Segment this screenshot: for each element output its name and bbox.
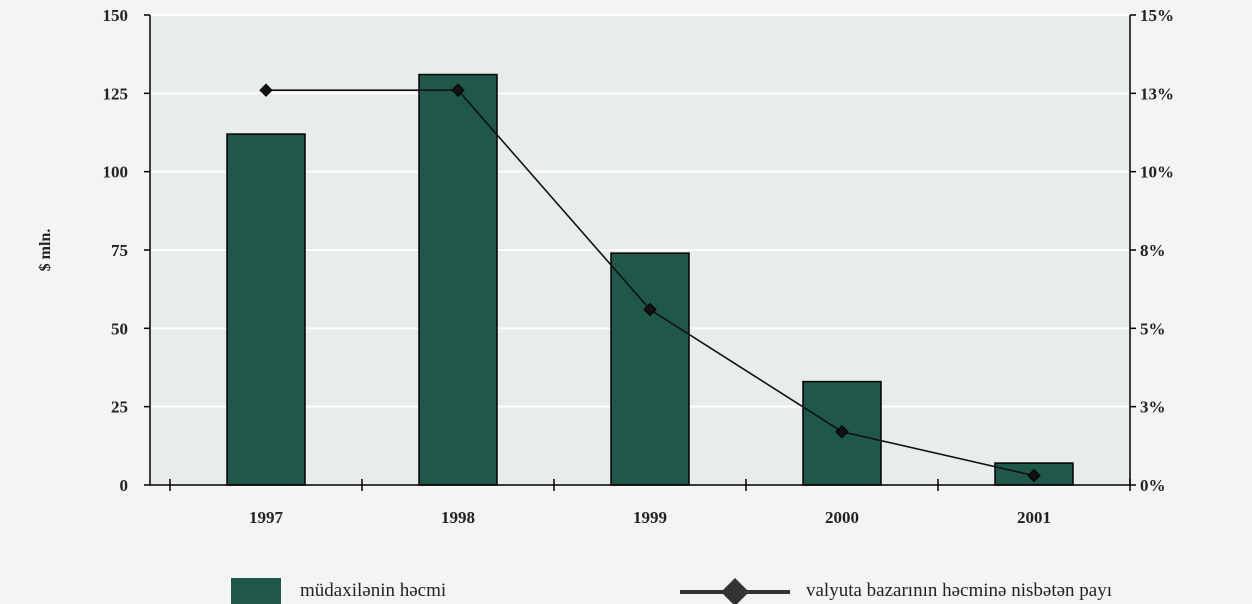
y2-tick-label: 8% — [1140, 241, 1166, 260]
y-tick-label: 25 — [111, 398, 128, 417]
x-tick-label-1997: 1997 — [249, 508, 284, 527]
y-tick-label: 125 — [103, 84, 129, 103]
line-series — [259, 83, 1041, 483]
line-point-2001 — [1027, 468, 1041, 483]
bar-1997 — [226, 133, 306, 486]
x-tick-label-1998: 1998 — [441, 508, 475, 527]
y-tick-label: 100 — [103, 163, 129, 182]
legend-bar-label: müdaxilənin həcmi — [300, 580, 446, 601]
y-tick-label: 50 — [111, 319, 128, 338]
x-tick-label-2001: 2001 — [1017, 508, 1051, 527]
y2-tick-label: 3% — [1140, 398, 1166, 417]
x-axis-ticks: 1997 1998 1999 2000 2001 — [169, 479, 1131, 527]
legend-line-marker — [721, 578, 749, 604]
bar-1998 — [418, 73, 498, 486]
legend-line-label: valyuta bazarının həcminə nisbətən payı — [806, 580, 1112, 601]
y2-tick-label: 13% — [1140, 84, 1174, 103]
legend-bar-swatch — [231, 578, 281, 604]
bar-1999 — [610, 252, 690, 486]
line-point-1997 — [259, 83, 273, 97]
x-tick-label-2000: 2000 — [825, 508, 859, 527]
y2-tick-label: 5% — [1140, 319, 1166, 338]
bar-series — [226, 73, 1074, 486]
legend: müdaxilənin həcmi valyuta bazarının həcm… — [231, 578, 1112, 604]
y2-tick-label: 15% — [1140, 6, 1174, 25]
y2-tick-label: 10% — [1140, 163, 1174, 182]
y-tick-label: 75 — [111, 241, 128, 260]
y-tick-label: 150 — [103, 6, 129, 25]
y2-axis-ticks: 0% 3% 5% 8% 10% 13% 15% — [1130, 6, 1174, 495]
y-tick-label: 0 — [120, 476, 129, 495]
y2-tick-label: 0% — [1140, 476, 1166, 495]
y-axis-label: $ mln. — [37, 229, 54, 272]
y-axis-ticks: 0 25 50 75 100 125 150 — [103, 6, 150, 495]
line-point-1999 — [643, 302, 657, 317]
x-tick-label-1999: 1999 — [633, 508, 667, 527]
line-point-1998 — [451, 83, 465, 97]
line-point-2000 — [835, 425, 849, 439]
